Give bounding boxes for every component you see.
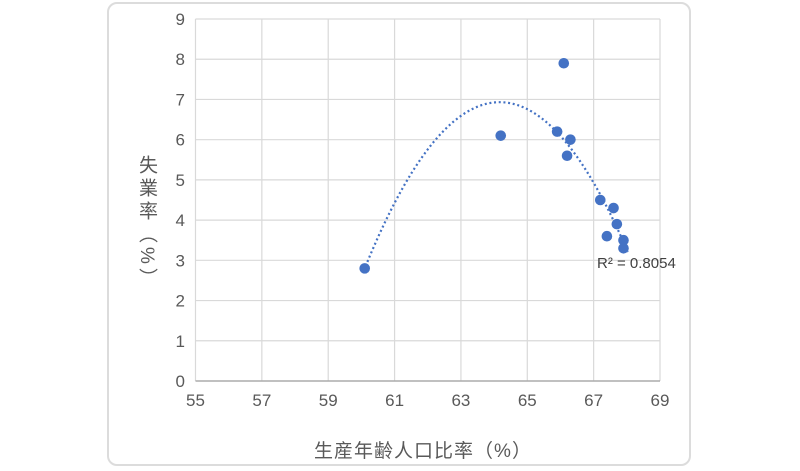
data-point [618,242,629,254]
x-tick-label: 67 [584,391,603,410]
data-point [561,150,573,162]
y-tick-label: 0 [176,372,185,391]
y-tick-label: 9 [176,10,185,29]
data-point [551,126,563,137]
data-point [565,134,576,145]
data-point [359,263,371,274]
x-tick-label: 59 [319,391,338,410]
data-point [611,218,623,230]
y-tick-label: 3 [176,251,185,270]
x-axis-title: 生産年齢人口比率（%） [314,441,532,462]
x-tick-label: 65 [518,391,537,410]
data-point [618,234,629,246]
x-tick-label: 61 [385,391,404,410]
r-squared-annotation: R² = 0.8054 [597,255,676,272]
y-tick-label: 2 [176,292,185,311]
data-point [495,130,507,141]
data-point [594,194,606,206]
y-tick-label: 4 [176,211,185,230]
x-tick-label: 63 [451,391,470,410]
x-tick-label: 55 [186,391,205,410]
trendline [366,101,629,263]
y-tick-label: 7 [176,90,185,109]
data-point [608,202,619,214]
y-tick-label: 1 [176,332,185,351]
data-point [558,57,570,69]
y-tick-label: 8 [176,50,185,69]
y-axis-title: 失業率（%） [136,155,157,291]
y-tick-label: 6 [176,131,185,150]
x-tick-label: 57 [252,391,271,410]
x-tick-label: 69 [651,391,670,410]
data-point [601,230,613,242]
y-tick-label: 5 [176,171,185,190]
